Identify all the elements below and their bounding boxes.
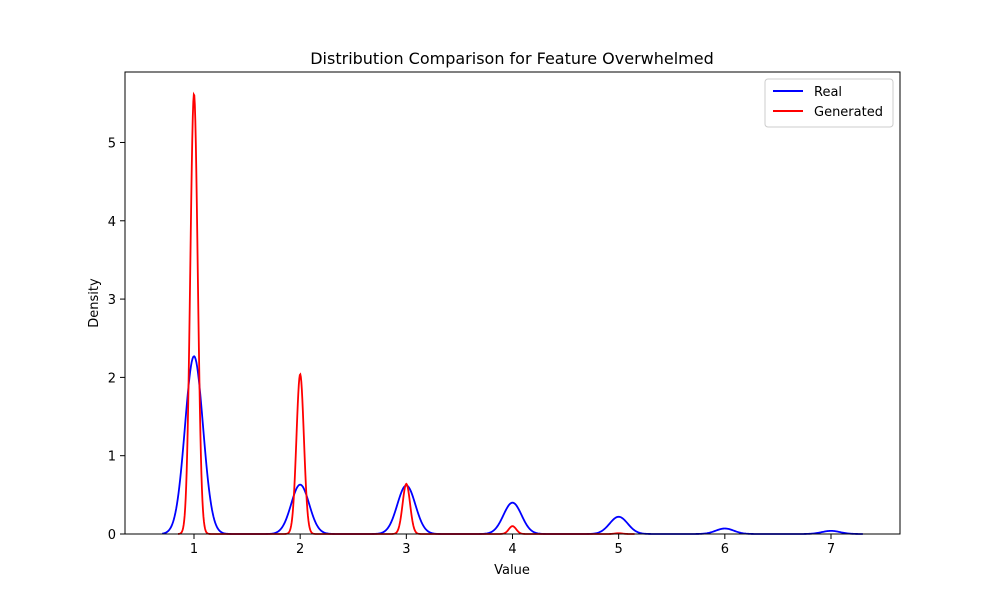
legend-label-real: Real (814, 85, 842, 100)
x-tick-label: 2 (296, 542, 304, 557)
legend-label-generated: Generated (814, 105, 883, 120)
y-axis: 0 1 2 3 4 5 (108, 136, 125, 543)
chart-title: Distribution Comparison for Feature Over… (310, 49, 714, 68)
plot-area (162, 91, 863, 535)
y-tick-label: 0 (108, 528, 116, 543)
x-tick-label: 3 (402, 542, 410, 557)
series-line-generated (178, 91, 635, 535)
x-tick-label: 6 (721, 542, 729, 557)
y-tick-label: 4 (108, 215, 116, 230)
x-tick-label: 1 (190, 542, 198, 557)
x-tick-label: 5 (615, 542, 623, 557)
y-tick-label: 2 (108, 371, 116, 386)
plot-frame (124, 71, 901, 535)
x-axis-title: Value (494, 563, 530, 578)
x-axis: 1 2 3 4 5 6 7 (190, 534, 835, 557)
series-line-real (162, 355, 863, 535)
legend: Real Generated (764, 78, 894, 128)
x-tick-label: 4 (508, 542, 516, 557)
y-tick-label: 3 (108, 293, 116, 308)
y-tick-label: 5 (108, 136, 116, 151)
y-axis-title: Density (87, 278, 102, 328)
y-tick-label: 1 (108, 450, 116, 465)
x-tick-label: 7 (827, 542, 835, 557)
